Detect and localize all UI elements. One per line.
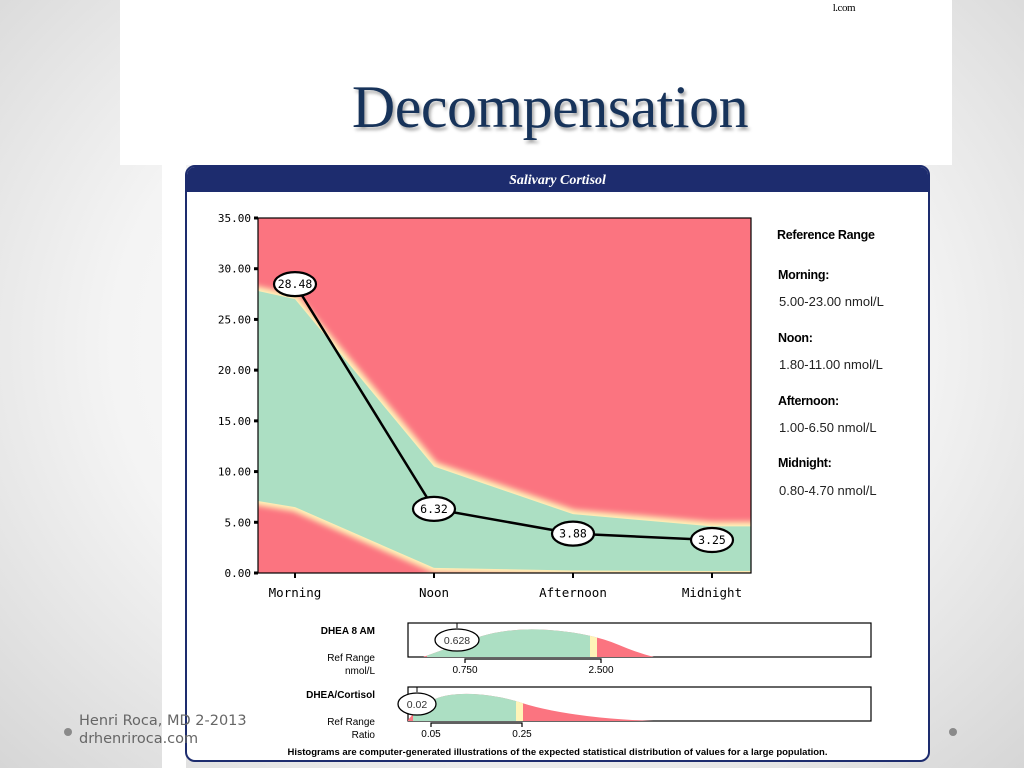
range-value-noon: 1.80-11.00 nmol/L xyxy=(779,357,883,372)
range-label-morning: Morning: xyxy=(778,268,830,282)
histogram-yellow xyxy=(590,629,597,657)
y-tick-label: 35.00 xyxy=(218,212,251,225)
plot-frame xyxy=(257,217,752,574)
data-point xyxy=(550,520,596,547)
y-tick-label: 0.00 xyxy=(225,567,252,580)
left-bullet-dot xyxy=(64,728,72,736)
range-value-afternoon: 1.00-6.50 nmol/L xyxy=(779,420,877,435)
x-tick-label: Afternoon xyxy=(539,585,607,600)
data-label: 3.88 xyxy=(559,527,587,541)
slide-image-margin xyxy=(162,165,186,768)
cortisol-report-panel: Salivary Cortisol 0.00 5.00 10.00 15.00 20.0… xyxy=(185,165,930,762)
histogram-value-marker xyxy=(434,628,480,652)
histogram-yellow xyxy=(516,693,523,721)
y-tick-label: 15.00 xyxy=(218,415,251,428)
cortisol-chart: 0.00 5.00 10.00 15.00 20.00 25.00 30.00 35.00 Mo… xyxy=(218,212,752,600)
band-fill xyxy=(258,291,751,571)
ref-range-high: 2.500 xyxy=(588,665,613,676)
right-bullet-dot xyxy=(949,728,957,736)
histogram-title: DHEA/Cortisol xyxy=(306,690,375,701)
site-corner-text: l.com xyxy=(832,2,856,14)
x-tick-label: Noon xyxy=(419,585,449,600)
panel-header: Salivary Cortisol xyxy=(187,167,928,192)
reference-range-title: Reference Range xyxy=(777,228,875,242)
range-value-morning: 5.00-23.00 nmol/L xyxy=(779,294,884,309)
dhea-histogram: DHEA 8 AM Ref Range nmol/L 0.750 2.500 0.628 xyxy=(321,622,872,677)
data-point xyxy=(272,271,318,298)
data-point xyxy=(411,495,457,522)
range-value-midnight: 0.80-4.70 nmol/L xyxy=(779,483,877,498)
footer-author: Henri Roca, MD 2-2013 xyxy=(79,713,247,729)
x-tick-label: Morning xyxy=(269,585,322,600)
slide-title: Decompensation xyxy=(351,74,749,140)
y-tick-label: 25.00 xyxy=(218,313,251,326)
x-tick-label: Midnight xyxy=(682,585,742,600)
ref-range-label: Ref Range xyxy=(327,717,375,728)
dhea-cortisol-histogram: DHEA/Cortisol Ref Range Ratio 0.05 0.25 0.02 xyxy=(306,686,872,741)
range-label-noon: Noon: xyxy=(778,331,813,345)
ref-range-low: 0.750 xyxy=(452,665,477,676)
ref-range-unit: Ratio xyxy=(352,730,376,741)
footer-site: drhenriroca.com xyxy=(79,731,199,747)
y-tick-label: 30.00 xyxy=(218,263,251,276)
range-label-midnight: Midnight: xyxy=(778,456,832,470)
ref-range-label: Ref Range xyxy=(327,653,375,664)
histogram-note: Histograms are computer-generated illust… xyxy=(287,747,828,758)
data-label: 3.25 xyxy=(698,533,726,547)
histogram-value-marker xyxy=(397,692,437,716)
y-tick-label: 10.00 xyxy=(218,466,251,479)
y-tick-label: 20.00 xyxy=(218,364,251,377)
data-point xyxy=(689,526,735,554)
range-label-afternoon: Afternoon: xyxy=(778,394,839,408)
ref-range-unit: nmol/L xyxy=(345,666,375,677)
ref-range-low: 0.05 xyxy=(421,729,441,740)
normal-range-band xyxy=(258,286,751,573)
histogram-value-label: 0.628 xyxy=(444,635,470,647)
slide-footer: Henri Roca, MD 2-2013 drhenriroca.com xyxy=(79,712,247,748)
data-label: 6.32 xyxy=(420,502,448,516)
y-tick-label: 5.00 xyxy=(225,516,252,529)
slide-title-area: l.com xyxy=(120,0,952,165)
ref-range-high: 0.25 xyxy=(512,729,532,740)
ref-range-bracket xyxy=(464,658,602,663)
data-label: 28.48 xyxy=(278,277,313,291)
ref-range-bracket xyxy=(430,722,523,727)
histogram-value-label: 0.02 xyxy=(407,699,428,711)
cortisol-line xyxy=(293,283,713,542)
histogram-title: DHEA 8 AM xyxy=(321,626,375,637)
